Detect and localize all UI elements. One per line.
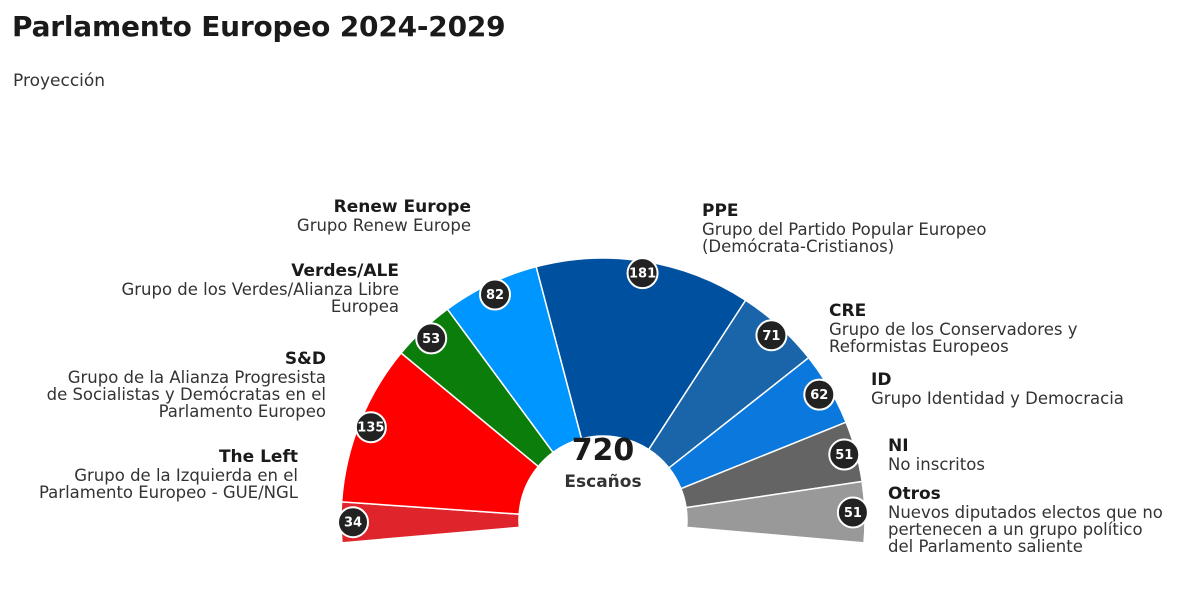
group-description-s-d: Parlamento Europeo: [159, 402, 326, 421]
seat-count-verdes-ale: 53: [422, 332, 440, 347]
chart-title: Parlamento Europeo 2024-2029: [12, 10, 506, 43]
group-name-the-left: The Left: [219, 447, 298, 467]
seat-badge-cre: 71: [755, 319, 788, 352]
group-description-ppe: (Demócrata-Cristianos): [702, 237, 894, 256]
group-description-cre: Reformistas Europeos: [829, 337, 1009, 356]
seat-badge-the-left: 34: [337, 506, 370, 539]
seat-badge-verdes-ale: 53: [415, 322, 448, 355]
group-description-the-left: Parlamento Europeo - GUE/NGL: [39, 483, 299, 502]
seat-count-cre: 71: [762, 329, 780, 344]
center-hole: [519, 436, 687, 604]
group-description-otros: del Parlamento saliente: [888, 537, 1083, 556]
group-name-cre: CRE: [829, 301, 866, 321]
group-name-ppe: PPE: [702, 201, 739, 221]
seat-count-otros: 51: [844, 506, 862, 521]
group-description-ni: No inscritos: [888, 455, 985, 474]
group-name-verdes-ale: Verdes/ALE: [291, 261, 399, 281]
group-description-verdes-ale: Grupo de los Verdes/Alianza Libre: [121, 280, 399, 299]
seat-badge-otros: 51: [836, 496, 869, 529]
chart-subtitle: Proyección: [13, 71, 106, 91]
seat-badge-s-d: 135: [354, 411, 387, 444]
seat-badge-ppe: 181: [626, 257, 659, 290]
group-description-s-d: de Socialistas y Demócratas en el: [47, 385, 326, 404]
group-name-renew-europe: Renew Europe: [334, 197, 471, 217]
group-description-otros: Nuevos diputados electos que no: [888, 503, 1163, 522]
total-seats-label: Escaños: [564, 472, 641, 492]
seat-count-the-left: 34: [344, 516, 362, 531]
seat-count-id: 62: [810, 388, 828, 403]
group-description-renew-europe: Grupo Renew Europe: [297, 216, 471, 235]
group-description-ppe: Grupo del Partido Popular Europeo: [702, 220, 987, 239]
group-name-s-d: S&D: [285, 349, 326, 369]
seat-badge-id: 62: [803, 378, 836, 411]
group-description-cre: Grupo de los Conservadores y: [829, 320, 1078, 339]
group-name-otros: Otros: [888, 484, 941, 504]
group-description-s-d: Grupo de la Alianza Progresista: [68, 368, 326, 387]
seat-count-ni: 51: [835, 448, 853, 463]
group-description-id: Grupo Identidad y Democracia: [871, 389, 1124, 408]
seat-count-s-d: 135: [357, 421, 384, 436]
group-description-otros: pertenecen a un grupo político: [888, 520, 1143, 539]
group-description-the-left: Grupo de la Izquierda en el: [74, 466, 298, 485]
group-name-id: ID: [871, 370, 891, 390]
seat-badge-renew-europe: 82: [478, 278, 511, 311]
total-seats: 720: [572, 433, 635, 468]
seat-count-renew-europe: 82: [486, 288, 504, 303]
group-description-verdes-ale: Europea: [331, 297, 399, 316]
group-name-ni: NI: [888, 436, 909, 456]
seat-badge-ni: 51: [828, 438, 861, 471]
seat-count-ppe: 181: [629, 267, 656, 282]
